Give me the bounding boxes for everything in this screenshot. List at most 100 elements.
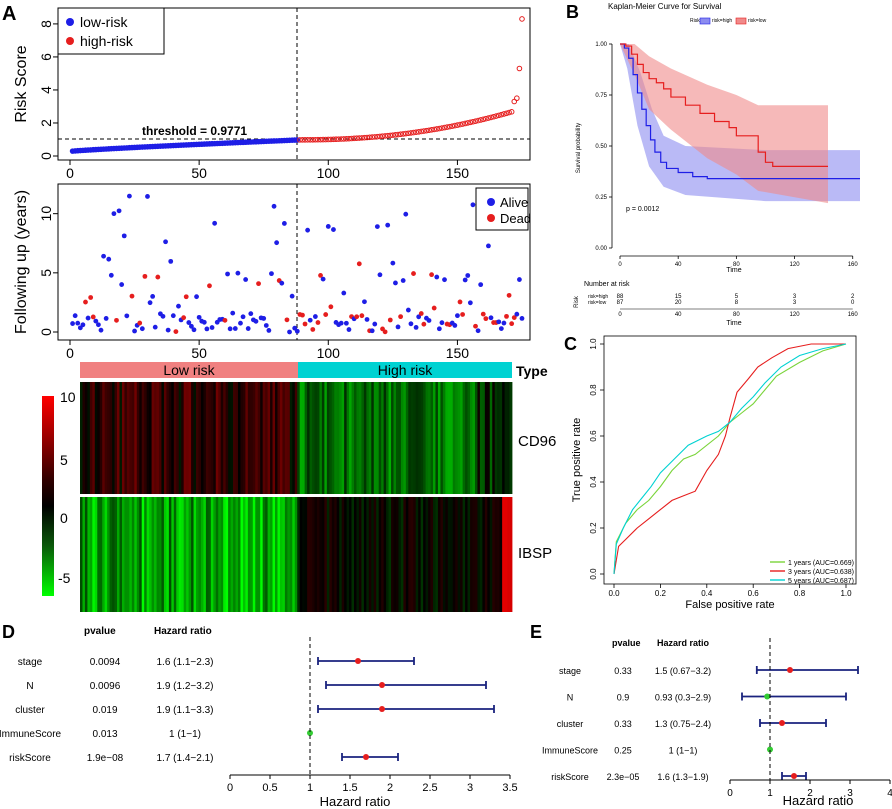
heatmap-cell-cd96 xyxy=(161,382,165,494)
risk-score-point xyxy=(493,113,499,119)
heatmap-cell-ibsp xyxy=(220,497,224,612)
heatmap-cell-ibsp xyxy=(472,497,476,612)
followup-point xyxy=(119,282,125,287)
km-xlabel: Time xyxy=(726,267,741,274)
heatmap-cell-cd96 xyxy=(225,382,229,494)
followup-point xyxy=(124,313,130,319)
heatmap-cell-cd96 xyxy=(129,382,133,494)
forest-point xyxy=(791,773,797,779)
heatmap-cell-cd96 xyxy=(163,382,167,494)
risk-score-point xyxy=(454,122,461,128)
heatmap-cell-cd96 xyxy=(218,382,222,494)
km-curve-low xyxy=(620,43,828,167)
forest-row-pvalue: 0.0094 xyxy=(90,657,121,668)
heatmap-cell-cd96 xyxy=(97,382,101,494)
heatmap-cell-ibsp xyxy=(371,497,375,612)
followup-point xyxy=(315,320,321,325)
risk-score-point xyxy=(423,127,430,134)
risk-score-point xyxy=(312,136,319,143)
followup-point xyxy=(243,277,249,282)
multi-rows: stage 0.33 1.5 (0.67−3.2) N 0.9 0.93 (0.3−2.9… xyxy=(542,638,892,799)
forest-row-pvalue: 0.33 xyxy=(614,666,632,676)
km-legend-low-key xyxy=(735,17,747,25)
risk-score-point xyxy=(361,134,368,141)
risk-score-points xyxy=(69,16,525,154)
heatmap-cell-cd96 xyxy=(450,382,454,494)
heatmap-cell-ibsp xyxy=(433,497,436,612)
followup-point xyxy=(222,317,228,323)
heatmap-cell-cd96 xyxy=(240,382,244,494)
followup-point xyxy=(139,326,145,332)
heatmap-cell-cd96 xyxy=(289,382,293,494)
roc-legend-1y: 1 years (AUC=0.669) xyxy=(788,560,854,567)
heatmap-cell-ibsp xyxy=(183,497,187,612)
heatmap-cell-cd96 xyxy=(262,382,266,494)
heatmap-cell-cd96 xyxy=(489,382,493,494)
heatmap-cell-ibsp xyxy=(265,497,269,612)
forest-xtick-label: 0 xyxy=(727,788,733,799)
heatmap-cell-ibsp xyxy=(176,497,180,612)
heatmap-cell-cd96 xyxy=(84,382,88,494)
followup-point xyxy=(323,312,329,317)
heatmap-cell-cd96 xyxy=(373,382,377,494)
followup-point xyxy=(377,272,383,278)
followup-point xyxy=(480,311,486,317)
followup-point xyxy=(504,313,509,319)
heatmap-cell-cd96 xyxy=(82,382,86,494)
heatmap-cell-cd96 xyxy=(102,382,106,494)
followup-point xyxy=(310,327,316,332)
followup-point xyxy=(145,194,150,199)
km-pvalue: p = 0.0012 xyxy=(626,206,659,213)
heatmap-cell-cd96 xyxy=(356,382,360,494)
followup-point xyxy=(514,311,520,317)
risk-score-point xyxy=(338,136,345,142)
heatmap-cell-ibsp xyxy=(307,497,310,612)
rs-xtick-label: 50 xyxy=(191,165,207,181)
followup-point xyxy=(434,274,440,280)
heatmap-cell-cd96 xyxy=(341,382,345,494)
heatmap-cell-ibsp xyxy=(477,497,481,612)
forest-point xyxy=(379,706,385,712)
rs-xtick-label: 150 xyxy=(446,165,470,181)
fu-ytick-label: 10 xyxy=(38,206,54,222)
forest-xtick-label: 2.5 xyxy=(422,782,437,794)
heatmap-cell-cd96 xyxy=(121,382,125,494)
heatmap-cell-cd96 xyxy=(304,382,308,494)
heatmap-cell-ibsp xyxy=(215,497,219,612)
type-label: Type xyxy=(516,363,548,379)
risk-score-point xyxy=(506,109,512,116)
panel-label-a: A xyxy=(2,3,16,25)
risk-score-point xyxy=(320,136,326,143)
followup-point xyxy=(196,314,202,320)
risk-score-point xyxy=(387,132,394,139)
risk-score-point xyxy=(470,118,476,125)
followup-point xyxy=(517,277,522,282)
forest-row-pvalue: 0.33 xyxy=(614,719,632,729)
forest-row-name: cluster xyxy=(15,705,45,716)
followup-point xyxy=(393,280,398,286)
heatmap-cell-cd96 xyxy=(361,382,365,494)
followup-point xyxy=(188,323,194,329)
forest-row-name: riskScore xyxy=(551,772,589,782)
heatmap-cell-ibsp xyxy=(336,497,340,612)
forest-multivariate: pvalue Hazard ratio stage 0.33 1.5 (0.67−3… xyxy=(542,638,892,808)
forest-xtick-label: 1 xyxy=(307,782,313,794)
heatmap-cell-ibsp xyxy=(171,497,175,612)
heatmap-cell-cd96 xyxy=(176,382,180,494)
uni-xlabel: Hazard ratio xyxy=(320,794,391,809)
heatmap-cell-cd96 xyxy=(92,382,96,494)
followup-point xyxy=(486,243,491,249)
heatmap-cell-ibsp xyxy=(442,497,446,612)
heatmap-cell-ibsp xyxy=(321,497,325,612)
heatmap-cell-cd96 xyxy=(403,382,407,494)
heatmap: Low risk High risk Type CD96 IBSP 10 5 0… xyxy=(42,362,556,612)
forest-xtick-label: 0 xyxy=(227,782,233,794)
km-plot: Kaplan-Meier Curve for Survival Risk ris… xyxy=(574,2,860,327)
heatmap-cell-cd96 xyxy=(307,382,310,494)
heatmap-cell-ibsp xyxy=(287,497,291,612)
risk-score-point xyxy=(369,134,375,140)
km-table-value: 3 xyxy=(793,300,797,306)
heatmap-cell-ibsp xyxy=(502,497,505,612)
heatmap-cell-ibsp xyxy=(89,497,93,612)
risk-score-point xyxy=(356,135,363,141)
